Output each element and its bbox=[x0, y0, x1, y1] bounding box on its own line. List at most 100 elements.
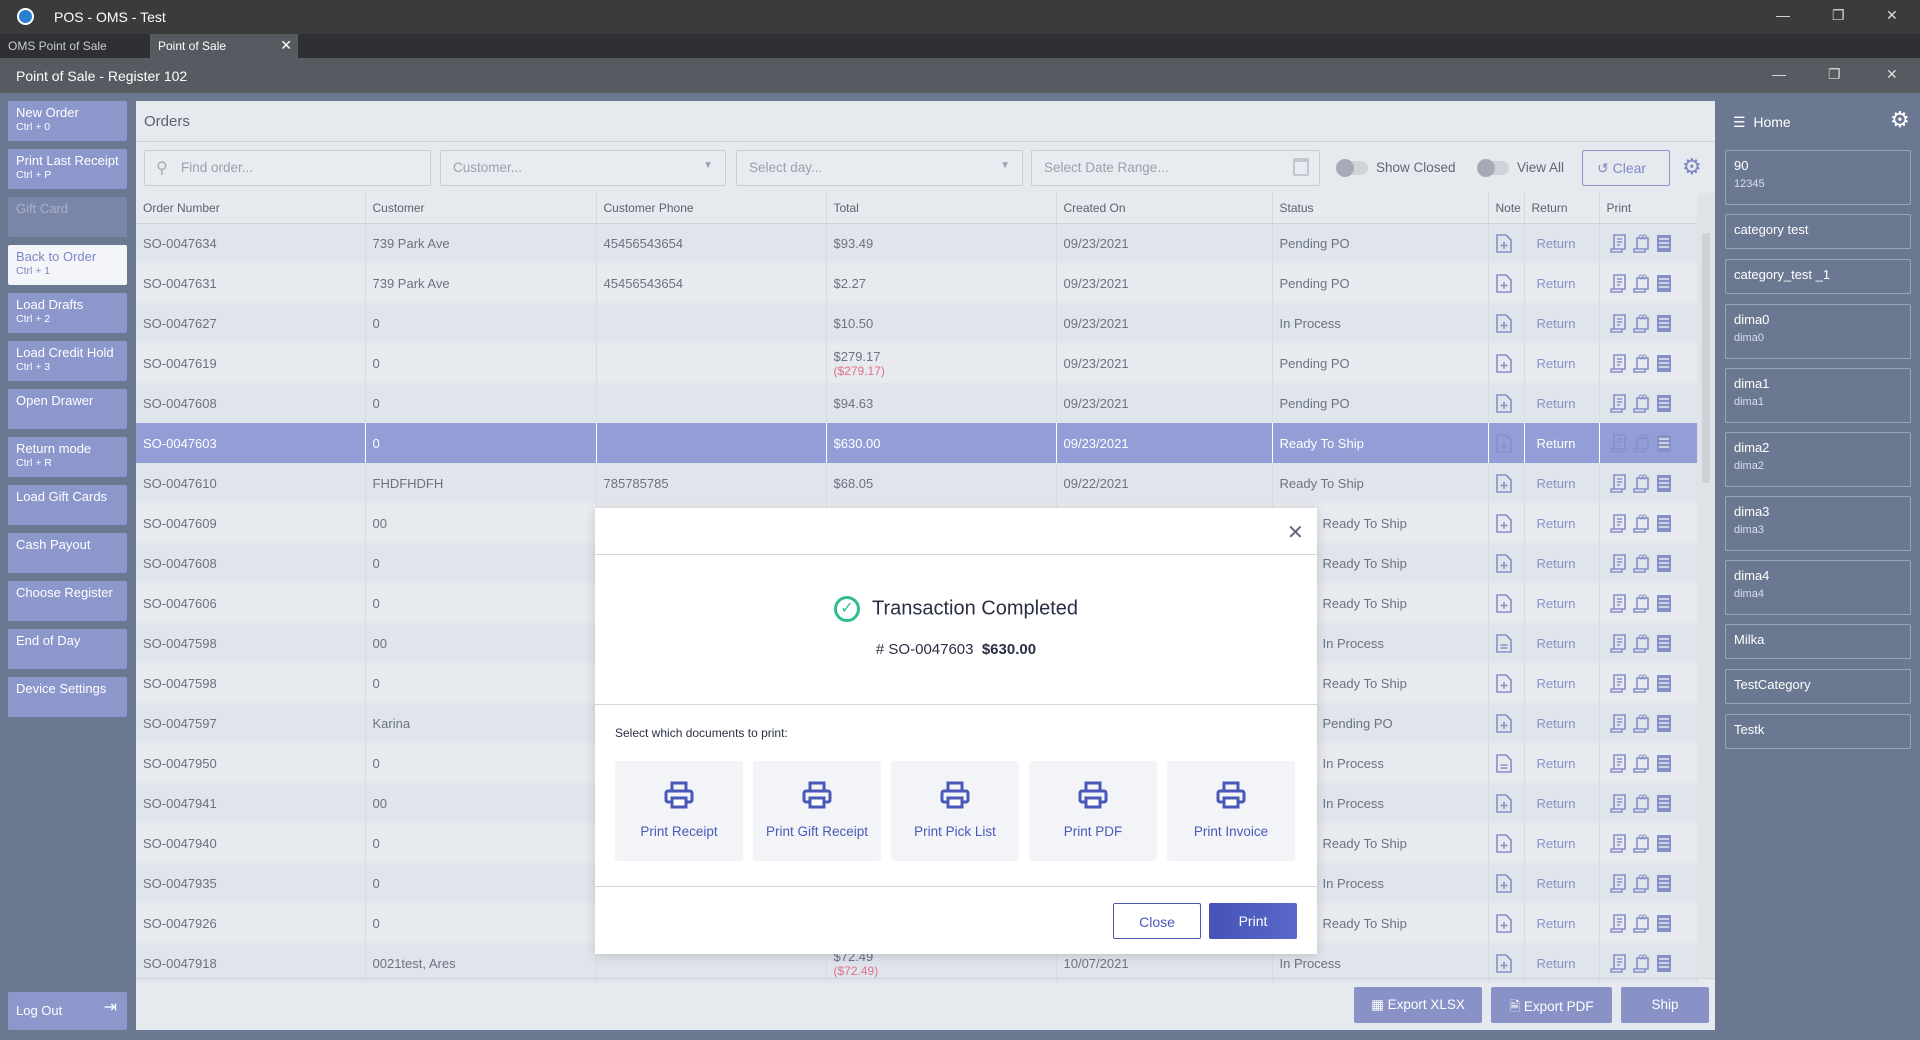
show-closed-toggle[interactable] bbox=[1336, 159, 1368, 177]
print-list-icon[interactable] bbox=[1656, 234, 1672, 252]
print-receipt-icon[interactable] bbox=[1609, 313, 1626, 333]
add-note-icon[interactable] bbox=[1495, 833, 1512, 853]
minimize-icon[interactable]: — bbox=[1772, 66, 1786, 82]
sidebar-button-end-of-day[interactable]: End of Day bbox=[8, 629, 127, 669]
print-option-card[interactable]: Print Receipt bbox=[615, 761, 743, 861]
print-receipt-icon[interactable] bbox=[1609, 913, 1626, 933]
settings-icon[interactable]: ⚙ bbox=[1890, 107, 1910, 132]
add-note-icon[interactable] bbox=[1495, 873, 1512, 893]
tab-oms-point-of-sale[interactable]: OMS Point of Sale bbox=[8, 39, 107, 53]
print-gift-receipt-icon[interactable] bbox=[1632, 434, 1649, 453]
print-list-icon[interactable] bbox=[1656, 514, 1672, 532]
print-list-icon[interactable] bbox=[1656, 274, 1672, 292]
print-receipt-icon[interactable] bbox=[1609, 833, 1626, 853]
customer-select[interactable]: Customer... ▼ bbox=[440, 150, 726, 186]
print-list-icon[interactable] bbox=[1656, 914, 1672, 932]
print-list-icon[interactable] bbox=[1656, 434, 1672, 452]
sidebar-button-open-drawer[interactable]: Open Drawer bbox=[8, 389, 127, 429]
column-header[interactable]: Print bbox=[1599, 193, 1698, 224]
category-item[interactable]: dima0 dima0 bbox=[1725, 304, 1911, 359]
print-receipt-icon[interactable] bbox=[1609, 633, 1626, 653]
print-option-card[interactable]: Print Gift Receipt bbox=[753, 761, 881, 861]
column-header[interactable]: Created On bbox=[1056, 193, 1273, 224]
sidebar-button-cash-payout[interactable]: Cash Payout bbox=[8, 533, 127, 573]
print-list-icon[interactable] bbox=[1656, 474, 1672, 492]
ship-button[interactable]: Ship bbox=[1621, 987, 1709, 1023]
print-gift-receipt-icon[interactable] bbox=[1632, 354, 1649, 373]
sidebar-button-device-settings[interactable]: Device Settings bbox=[8, 677, 127, 717]
return-link[interactable]: Return bbox=[1536, 235, 1576, 251]
print-list-icon[interactable] bbox=[1656, 634, 1672, 652]
add-note-icon[interactable] bbox=[1495, 233, 1512, 253]
print-list-icon[interactable] bbox=[1656, 834, 1672, 852]
return-link[interactable]: Return bbox=[1536, 635, 1576, 651]
print-gift-receipt-icon[interactable] bbox=[1632, 394, 1649, 413]
return-link[interactable]: Return bbox=[1536, 395, 1576, 411]
category-item[interactable]: Testk bbox=[1725, 714, 1911, 749]
print-receipt-icon[interactable] bbox=[1609, 393, 1626, 413]
table-row[interactable]: SO-0047610 FHDFHDFH 785785785 $68.05 09/… bbox=[136, 463, 1698, 503]
print-gift-receipt-icon[interactable] bbox=[1632, 634, 1649, 653]
restore-icon[interactable]: ❐ bbox=[1832, 7, 1845, 23]
table-row[interactable]: SO-0047631 739 Park Ave 45456543654 $2.2… bbox=[136, 263, 1698, 303]
print-receipt-icon[interactable] bbox=[1609, 513, 1626, 533]
sidebar-button-back-to-order[interactable]: Back to Order Ctrl + 1 bbox=[8, 245, 127, 285]
minimize-icon[interactable]: — bbox=[1776, 7, 1790, 23]
day-select[interactable]: Select day... ▼ bbox=[736, 150, 1023, 186]
add-note-icon[interactable] bbox=[1495, 353, 1512, 373]
column-header[interactable]: Total bbox=[826, 193, 1057, 224]
return-link[interactable]: Return bbox=[1536, 435, 1576, 451]
table-row[interactable]: SO-0047918 0021test, Ares $72.49 ($72.49)… bbox=[136, 943, 1698, 983]
print-receipt-icon[interactable] bbox=[1609, 793, 1626, 813]
print-gift-receipt-icon[interactable] bbox=[1632, 914, 1649, 933]
print-list-icon[interactable] bbox=[1656, 954, 1672, 972]
print-gift-receipt-icon[interactable] bbox=[1632, 674, 1649, 693]
print-receipt-icon[interactable] bbox=[1609, 593, 1626, 613]
print-list-icon[interactable] bbox=[1656, 554, 1672, 572]
settings-icon[interactable]: ⚙ bbox=[1682, 154, 1702, 179]
tab-close-icon[interactable]: ✕ bbox=[280, 37, 292, 53]
print-receipt-icon[interactable] bbox=[1609, 753, 1626, 773]
export-pdf-button[interactable]: 🗎 Export PDF bbox=[1491, 987, 1612, 1023]
add-note-icon[interactable] bbox=[1495, 513, 1512, 533]
print-receipt-icon[interactable] bbox=[1609, 553, 1626, 573]
category-item[interactable]: Milka bbox=[1725, 624, 1911, 659]
category-item[interactable]: category test bbox=[1725, 214, 1911, 249]
category-item[interactable]: dima4 dima4 bbox=[1725, 560, 1911, 615]
sidebar-button-load-gift-cards[interactable]: Load Gift Cards bbox=[8, 485, 127, 525]
return-link[interactable]: Return bbox=[1536, 875, 1576, 891]
print-list-icon[interactable] bbox=[1656, 394, 1672, 412]
return-link[interactable]: Return bbox=[1536, 955, 1576, 971]
add-note-icon[interactable] bbox=[1495, 273, 1512, 293]
tab-point-of-sale[interactable]: Point of Sale ✕ bbox=[150, 34, 298, 58]
return-link[interactable]: Return bbox=[1536, 915, 1576, 931]
print-gift-receipt-icon[interactable] bbox=[1632, 594, 1649, 613]
category-item[interactable]: dima3 dima3 bbox=[1725, 496, 1911, 551]
print-receipt-icon[interactable] bbox=[1609, 433, 1626, 453]
close-icon[interactable]: ✕ bbox=[1886, 7, 1898, 23]
print-receipt-icon[interactable] bbox=[1609, 273, 1626, 293]
print-receipt-icon[interactable] bbox=[1609, 673, 1626, 693]
print-list-icon[interactable] bbox=[1656, 874, 1672, 892]
scrollbar[interactable] bbox=[1697, 193, 1715, 979]
menu-icon[interactable]: ☰ bbox=[1733, 114, 1750, 130]
return-link[interactable]: Return bbox=[1536, 515, 1576, 531]
sidebar-button-new-order[interactable]: New Order Ctrl + 0 bbox=[8, 101, 127, 141]
date-range-input[interactable]: Select Date Range... bbox=[1031, 150, 1320, 186]
add-note-icon[interactable] bbox=[1495, 393, 1512, 413]
add-note-icon[interactable] bbox=[1495, 673, 1512, 693]
note-icon[interactable] bbox=[1495, 753, 1512, 773]
print-gift-receipt-icon[interactable] bbox=[1632, 314, 1649, 333]
add-note-icon[interactable] bbox=[1495, 313, 1512, 333]
category-item[interactable]: dima1 dima1 bbox=[1725, 368, 1911, 423]
sidebar-button-return-mode[interactable]: Return mode Ctrl + R bbox=[8, 437, 127, 477]
close-button[interactable]: Close bbox=[1113, 903, 1201, 939]
print-option-card[interactable]: Print PDF bbox=[1029, 761, 1157, 861]
scrollbar-thumb[interactable] bbox=[1702, 233, 1710, 483]
print-list-icon[interactable] bbox=[1656, 754, 1672, 772]
print-list-icon[interactable] bbox=[1656, 714, 1672, 732]
print-gift-receipt-icon[interactable] bbox=[1632, 834, 1649, 853]
column-header[interactable]: Status bbox=[1272, 193, 1489, 224]
print-receipt-icon[interactable] bbox=[1609, 353, 1626, 373]
add-note-icon[interactable] bbox=[1495, 433, 1512, 453]
